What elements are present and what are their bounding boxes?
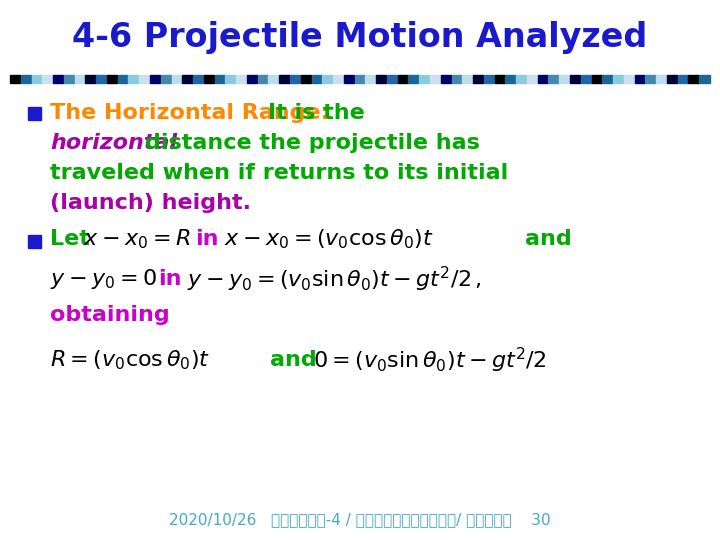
Bar [570, 75, 580, 83]
Bar [32, 75, 42, 83]
Bar [107, 75, 117, 83]
Bar [42, 75, 53, 83]
Bar [182, 75, 192, 83]
Bar [451, 75, 462, 83]
Bar [161, 75, 171, 83]
Bar [333, 75, 343, 83]
Bar [269, 75, 279, 83]
Bar [312, 75, 322, 83]
Bar [538, 75, 548, 83]
Text: 4-6 Projectile Motion Analyzed: 4-6 Projectile Motion Analyzed [73, 22, 647, 55]
Bar [150, 75, 161, 83]
Bar [387, 75, 397, 83]
Bar [96, 75, 107, 83]
Bar [699, 75, 709, 83]
Text: and: and [525, 229, 572, 249]
Bar [365, 75, 376, 83]
Bar [559, 75, 570, 83]
Bar [462, 75, 472, 83]
Bar [603, 75, 613, 83]
Bar [645, 75, 656, 83]
Text: It is the: It is the [268, 103, 365, 123]
Bar [323, 75, 333, 83]
Bar [592, 75, 602, 83]
Bar [290, 75, 300, 83]
Bar [624, 75, 634, 83]
Bar [258, 75, 268, 83]
Bar [10, 75, 20, 83]
Text: obtaining: obtaining [50, 305, 170, 325]
Bar [613, 75, 624, 83]
Bar [117, 75, 128, 83]
Bar [419, 75, 430, 83]
Text: $y-y_{0}=0$: $y-y_{0}=0$ [50, 267, 157, 291]
Bar [236, 75, 246, 83]
Text: distance the projectile has: distance the projectile has [145, 133, 480, 153]
Bar [678, 75, 688, 83]
Text: Let: Let [50, 229, 90, 249]
Text: in: in [158, 269, 181, 289]
Bar [667, 75, 678, 83]
Bar [204, 75, 214, 83]
Bar [53, 75, 63, 83]
Bar [408, 75, 419, 83]
Bar [171, 75, 182, 83]
Bar [193, 75, 203, 83]
Bar [527, 75, 537, 83]
Bar [376, 75, 387, 83]
Text: $R=(v_{0}\cos\theta_{0})t$: $R=(v_{0}\cos\theta_{0})t$ [50, 348, 210, 372]
Bar [301, 75, 311, 83]
Bar [75, 75, 85, 83]
Text: $x-x_{0}=R$: $x-x_{0}=R$ [83, 227, 190, 251]
Bar [247, 75, 257, 83]
Bar [139, 75, 150, 83]
Text: horizontal: horizontal [50, 133, 177, 153]
Bar [505, 75, 516, 83]
Text: The Horizontal Range:: The Horizontal Range: [50, 103, 337, 123]
Bar [430, 75, 440, 83]
Bar [355, 75, 365, 83]
Bar [549, 75, 559, 83]
Bar [64, 75, 74, 83]
Bar [634, 75, 645, 83]
Bar [581, 75, 591, 83]
Text: 2020/10/26   普通物理講義-4 / 國立彰化師範大學物理系/ 郭豔光教授    30: 2020/10/26 普通物理講義-4 / 國立彰化師範大學物理系/ 郭豔光教授… [169, 512, 551, 528]
Text: $y-y_{0}=(v_{0}\sin\theta_{0})t-gt^{2}/2\,,$: $y-y_{0}=(v_{0}\sin\theta_{0})t-gt^{2}/2… [187, 265, 482, 294]
Bar [215, 75, 225, 83]
Bar [441, 75, 451, 83]
Text: (launch) height.: (launch) height. [50, 193, 251, 213]
Bar [688, 75, 698, 83]
Bar [279, 75, 289, 83]
Text: in: in [195, 229, 218, 249]
Bar [484, 75, 494, 83]
Text: and: and [270, 350, 317, 370]
Bar [128, 75, 139, 83]
Bar [344, 75, 354, 83]
Bar [397, 75, 408, 83]
Text: traveled when if returns to its initial: traveled when if returns to its initial [50, 163, 508, 183]
Bar [28, 107, 41, 120]
Bar [225, 75, 235, 83]
Text: $x-x_{0}=(v_{0}\cos\theta_{0})t$: $x-x_{0}=(v_{0}\cos\theta_{0})t$ [224, 227, 433, 251]
Bar [86, 75, 96, 83]
Text: $0=(v_{0}\sin\theta_{0})t-gt^{2}/2$: $0=(v_{0}\sin\theta_{0})t-gt^{2}/2$ [313, 346, 546, 375]
Bar [495, 75, 505, 83]
Bar [21, 75, 31, 83]
Bar [516, 75, 526, 83]
Bar [473, 75, 483, 83]
Bar [28, 235, 41, 248]
Bar [656, 75, 667, 83]
